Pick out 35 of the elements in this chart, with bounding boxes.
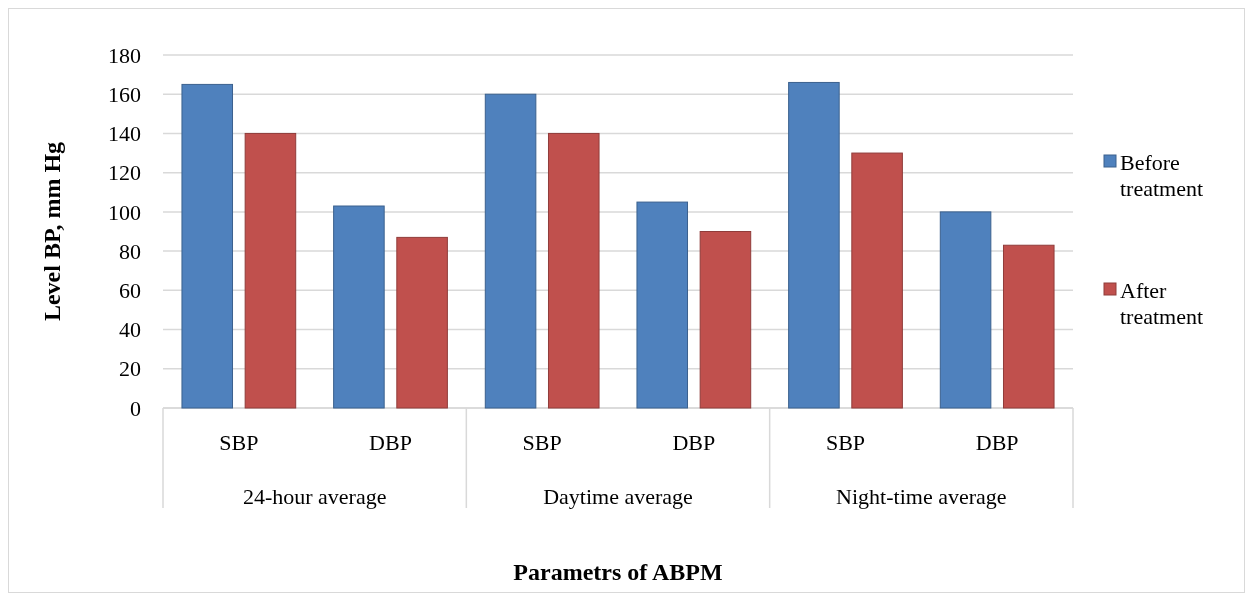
- text: 24-hour average: [242, 484, 387, 509]
- y-tick-label: 160: [108, 81, 141, 107]
- x-tick-label: SBP: [522, 430, 562, 455]
- bar: [788, 81, 840, 409]
- bar: [1002, 244, 1055, 409]
- legend-label: Before treatment: [1120, 149, 1204, 201]
- bar: [244, 132, 297, 409]
- y-tick-label: 20: [119, 356, 141, 382]
- x-axis-title: Parametrs of ABPM: [513, 559, 723, 585]
- y-tick-label: 80: [119, 238, 141, 264]
- bar: [396, 236, 448, 409]
- bar: [939, 211, 992, 409]
- y-tick-label: 120: [108, 160, 141, 186]
- x-tick-label: DBP: [369, 430, 412, 455]
- y-tick-label: 100: [108, 199, 141, 225]
- x-tick-label: SBP: [825, 430, 866, 455]
- bar: [851, 152, 903, 409]
- y-axis-title: Level BP, mm Hg: [39, 141, 65, 322]
- bar: [333, 205, 385, 409]
- text: Night-time average: [836, 484, 1007, 509]
- y-tick-label: 180: [108, 42, 141, 68]
- y-tick-label: 60: [119, 278, 141, 304]
- bar: [636, 201, 689, 409]
- bar: [547, 132, 600, 409]
- legend-label: After treatment: [1120, 277, 1204, 329]
- x-tick-label: DBP: [975, 430, 1019, 455]
- y-tick-label: 140: [108, 121, 141, 147]
- x-tick-label: SBP: [219, 430, 259, 455]
- y-tick-label: 40: [119, 317, 141, 343]
- y-tick-label: 0: [130, 395, 141, 421]
- x-tick-label: DBP: [672, 430, 716, 455]
- text: Daytime average: [543, 484, 693, 509]
- bar: [699, 231, 752, 409]
- bar: [484, 93, 537, 409]
- bar: [181, 83, 234, 409]
